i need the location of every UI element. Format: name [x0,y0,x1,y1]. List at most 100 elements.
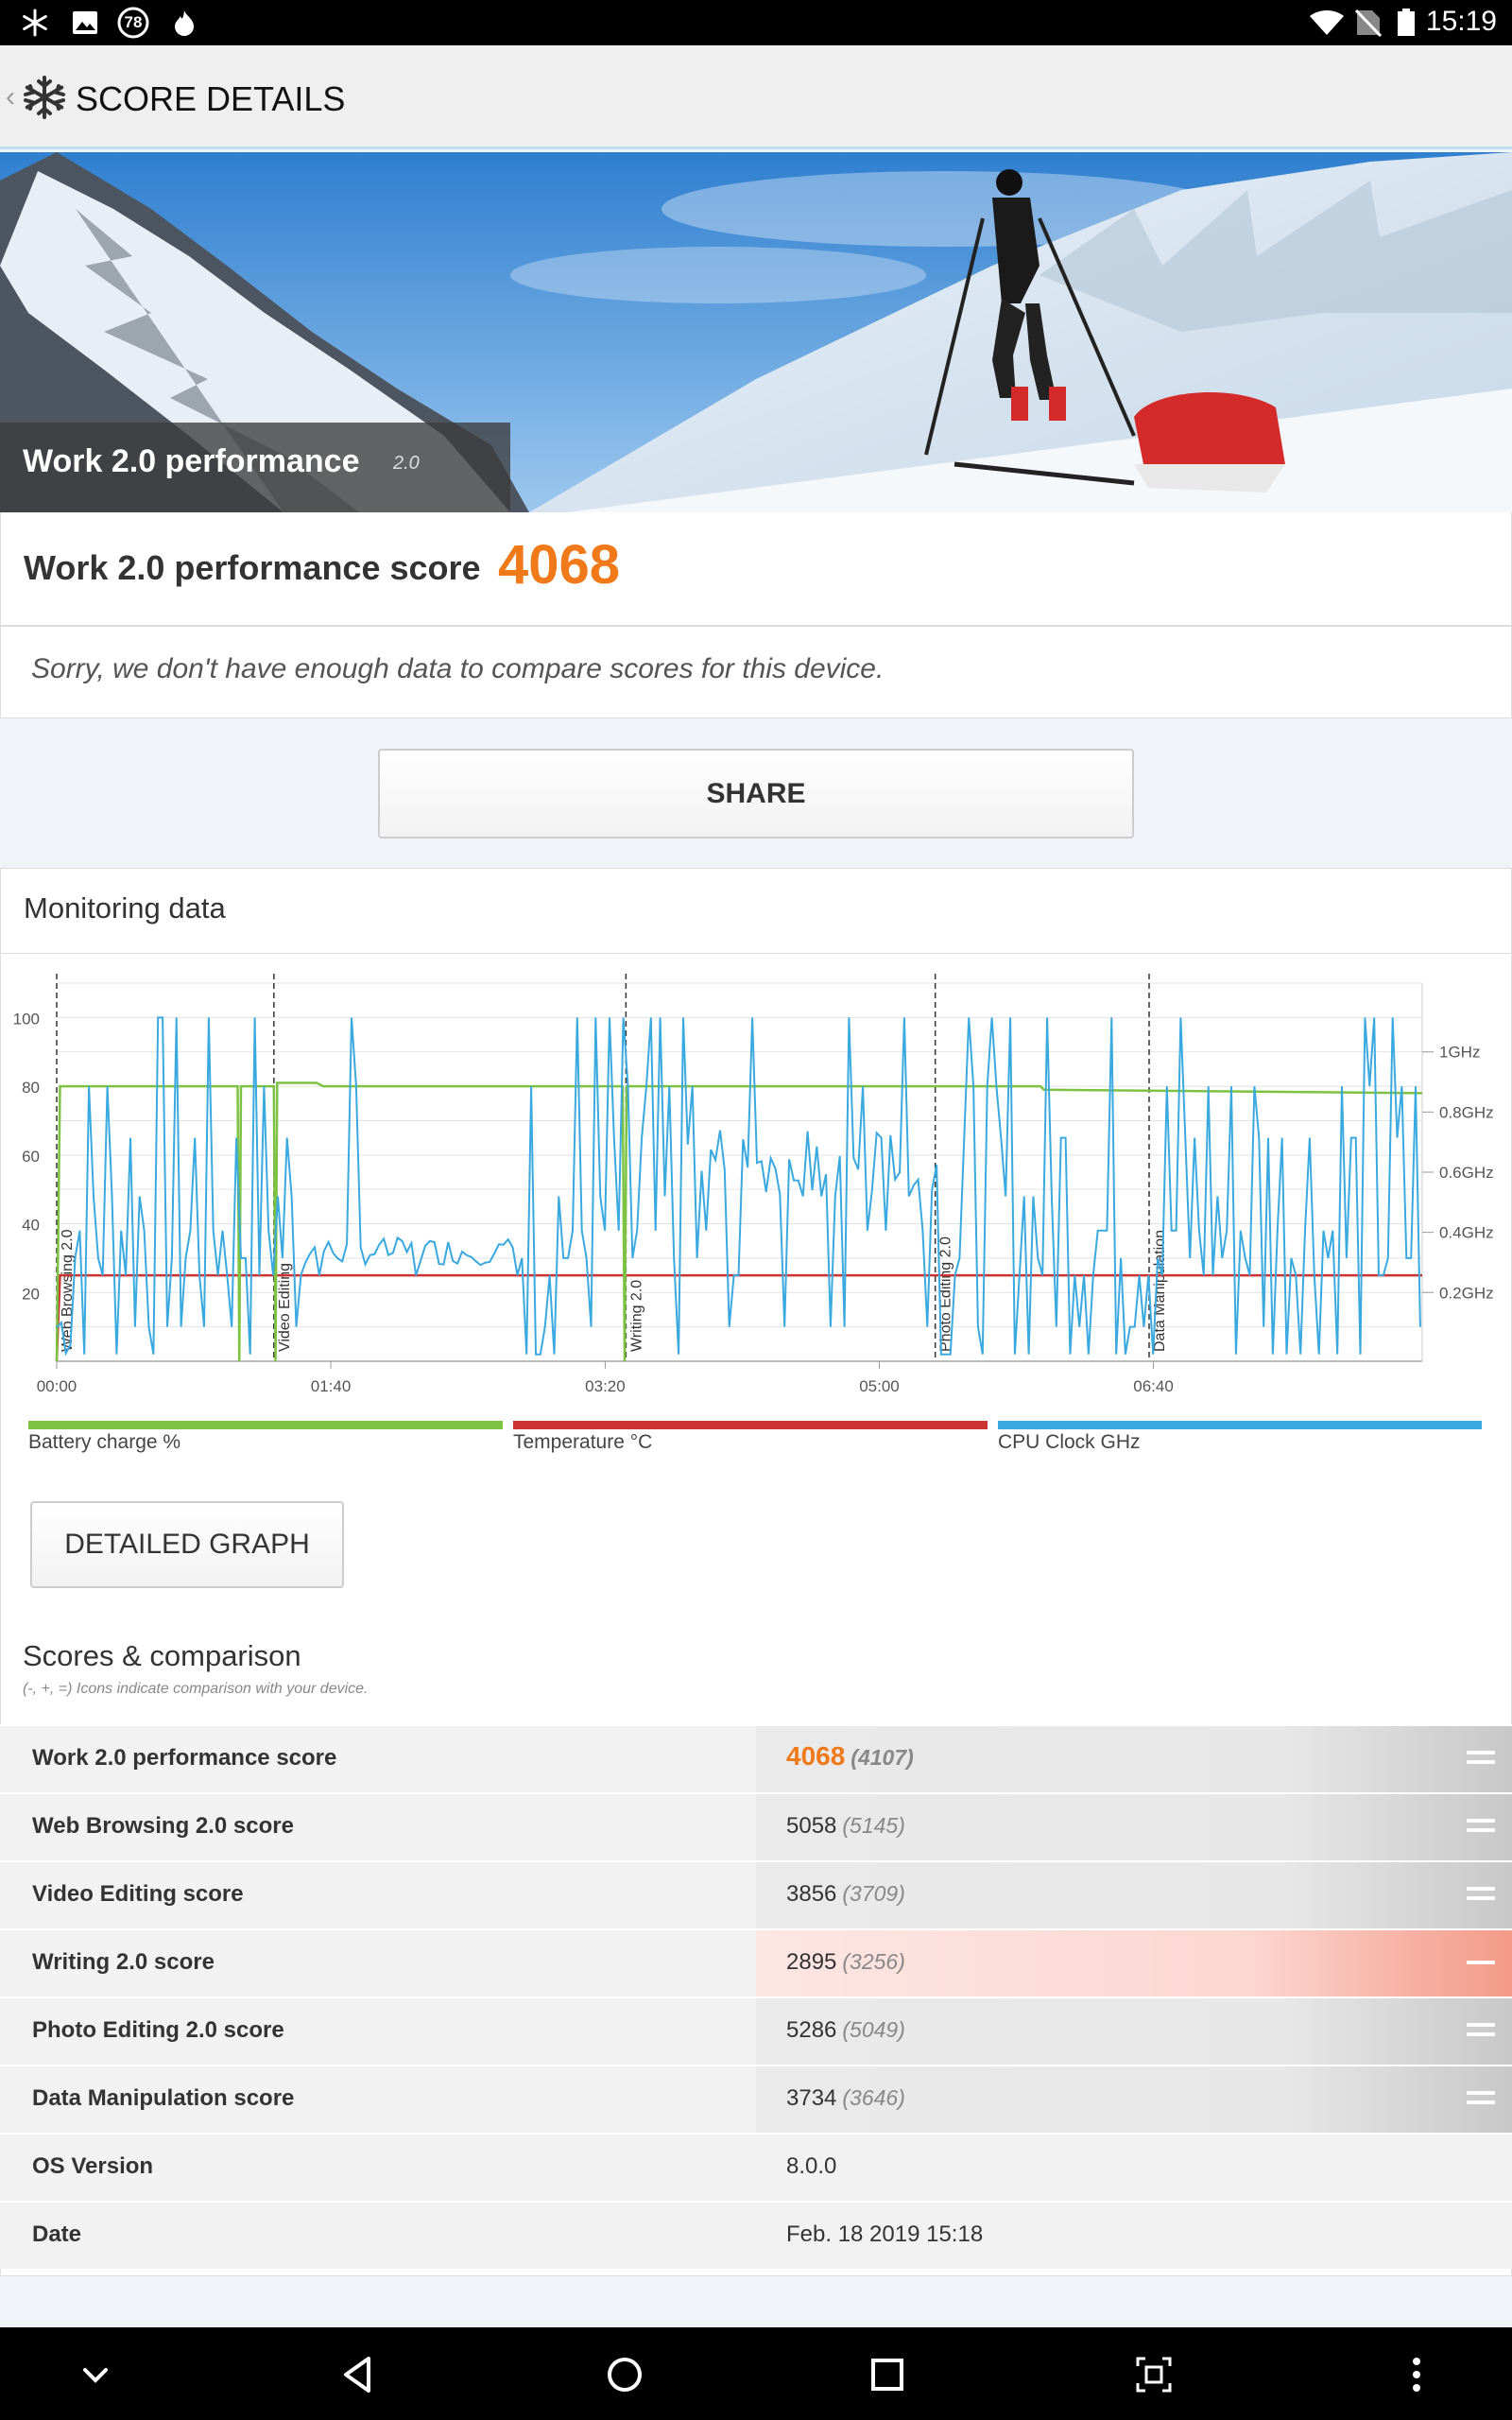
share-button[interactable]: SHARE [378,749,1134,838]
table-row: Work 2.0 performance score 4068 (4107) [0,1724,1512,1792]
back-button[interactable]: ‹ [6,81,15,112]
image-icon [70,8,100,38]
row-label: OS Version [32,2153,154,2179]
status-bar: 78 15:19 [0,0,1512,45]
x-tick-label: 05:00 [859,1377,900,1395]
scores-table: Work 2.0 performance score 4068 (4107) We… [0,1724,1512,2269]
hero-version: 2.0 [393,453,420,474]
x-tick-label: 06:40 [1133,1377,1174,1395]
row-compare: (4107) [850,1745,914,1770]
row-value: 2895 [786,1949,837,1975]
legend-cpu-label: CPU Clock GHz [998,1431,1141,1453]
snowflake-logo-icon [21,74,68,121]
row-label: Web Browsing 2.0 score [32,1813,294,1839]
fire-icon [168,8,200,38]
row-label: Photo Editing 2.0 score [32,2017,284,2043]
equal-icon [1467,1887,1495,1904]
row-compare: (5049) [842,2017,905,2042]
row-compare: (3646) [842,2085,905,2110]
page-title: SCORE DETAILS [76,79,346,118]
row-value-cell: 4068 (4107) [756,1726,1512,1792]
row-label: Date [32,2221,82,2247]
battery-series-line [55,1081,1423,1362]
x-tick-label: 01:40 [311,1377,352,1395]
section-label: Photo Editing 2.0 [938,1236,954,1352]
legend-temperature-label: Temperature °C [513,1431,653,1453]
equal-icon [1467,1819,1495,1836]
monitoring-title: Monitoring data [24,891,226,925]
row-value: 4068 [786,1741,846,1771]
wifi-icon [1308,8,1346,38]
row-value: Feb. 18 2019 15:18 [786,2221,984,2247]
y-right-tick-label: 1GHz [1439,1044,1480,1062]
y-left-tick-label: 60 [22,1148,40,1166]
screenshot-icon[interactable] [1130,2351,1177,2398]
score-card: Work 2.0 performance score 4068 [0,512,1512,626]
section-label: Video Editing [277,1263,293,1352]
app-bar: ‹ SCORE DETAILS [0,45,1512,149]
table-row: Data Manipulation score 3734 (3646) [0,2065,1512,2133]
y-left-tick-label: 20 [22,1285,40,1303]
monitoring-header: Monitoring data [1,869,1511,954]
row-value: 3856 [786,1881,837,1907]
scores-section-subtitle: (-, +, =) Icons indicate comparison with… [23,1681,369,1697]
row-compare: (3709) [842,1881,905,1906]
row-value-cell: 3856 (3709) [756,1862,1512,1928]
minus-icon [1467,1955,1495,1972]
row-label: Work 2.0 performance score [32,1745,337,1771]
row-label: Video Editing score [32,1881,244,1907]
more-icon[interactable] [1393,2351,1440,2398]
row-compare: (5145) [842,1813,905,1838]
row-value: 8.0.0 [786,2153,837,2179]
scores-section-title: Scores & comparison [23,1639,301,1672]
table-row: Video Editing score 3856 (3709) [0,1860,1512,1928]
table-row: OS Version 8.0.0 [0,2133,1512,2201]
home-icon[interactable] [601,2351,648,2398]
x-tick-label: 00:00 [37,1377,77,1395]
y-right-tick-label: 0.8GHz [1439,1103,1494,1121]
row-value: 5058 [786,1813,837,1839]
equal-icon [1467,2023,1495,2040]
hero-title: Work 2.0 performance [23,443,360,479]
table-row: Photo Editing 2.0 score 5286 (5049) [0,1996,1512,2065]
table-row: Date Feb. 18 2019 15:18 [0,2201,1512,2269]
skier-illustration [0,152,1512,512]
clock: 15:19 [1425,6,1497,37]
no-sim-icon [1353,8,1383,38]
compare-note: Sorry, we don't have enough data to comp… [31,653,885,684]
notification-count-badge: 78 [115,7,151,39]
detailed-graph-button[interactable]: DETAILED GRAPH [30,1501,344,1588]
monitoring-chart: 100 80 60 40 20 1GHz 0.8GHz 0.6GHz 0.4GHz 0.2GHz 0… [13,974,1494,1395]
row-value-cell: 3734 (3646) [756,2066,1512,2133]
y-left-tick-label: 80 [22,1079,40,1097]
table-row: Writing 2.0 score 2895 (3256) [0,1928,1512,1996]
row-value-cell: 5058 (5145) [756,1794,1512,1860]
battery-icon [1395,8,1418,38]
table-row: Web Browsing 2.0 score 5058 (5145) [0,1792,1512,1860]
navigation-bar [0,2327,1512,2420]
equal-icon [1467,2091,1495,2108]
row-value-cell: Feb. 18 2019 15:18 [756,2203,1512,2269]
row-value-cell: 8.0.0 [756,2135,1512,2201]
snowflake-icon [19,8,51,38]
y-right-tick-label: 0.4GHz [1439,1224,1494,1242]
row-compare: (3256) [842,1949,905,1974]
equal-icon [1467,1751,1495,1768]
y-right-tick-label: 0.2GHz [1439,1284,1494,1302]
y-left-tick-label: 100 [13,1010,40,1028]
section-label: Data Manipulation [1152,1230,1168,1352]
chevron-down-icon[interactable] [72,2351,119,2398]
temperature-series-line [55,1273,1422,1362]
row-value-cell: 5286 (5049) [756,1998,1512,2065]
row-value-cell: 2895 (3256) [756,1930,1512,1996]
legend-temperature-swatch [513,1421,988,1429]
cpu-clock-series-line [56,1016,1421,1357]
back-icon[interactable] [335,2351,382,2398]
section-label: Writing 2.0 [628,1280,644,1352]
row-label: Data Manipulation score [32,2085,295,2111]
recents-icon[interactable] [864,2351,911,2398]
hero-banner: Work 2.0 performance 2.0 [0,152,1512,512]
row-label: Writing 2.0 score [32,1949,215,1975]
y-left-tick-label: 40 [22,1217,40,1235]
row-value: 3734 [786,2085,837,2111]
